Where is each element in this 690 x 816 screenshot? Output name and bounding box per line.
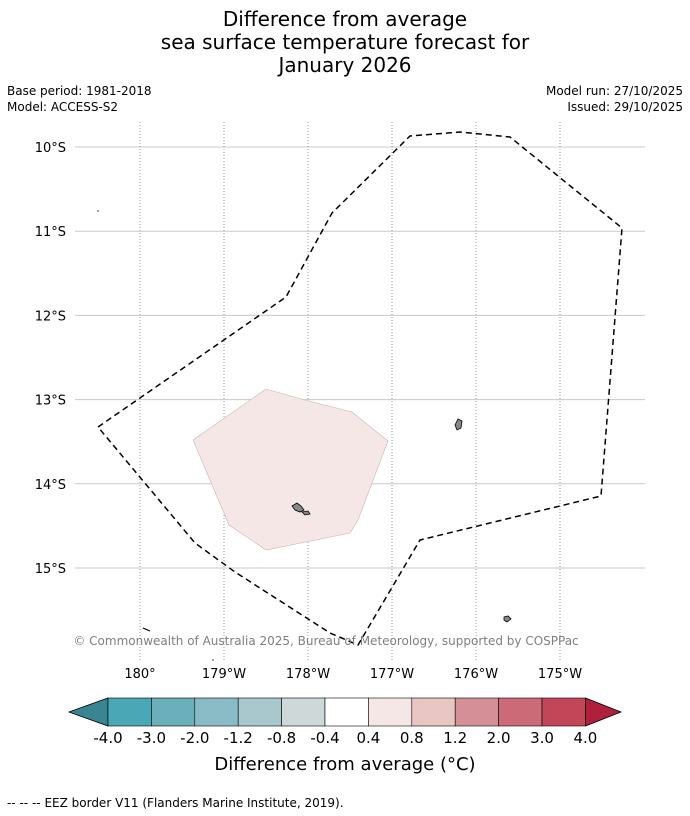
colorbar-tick-label: 3.0: [530, 729, 554, 747]
title-line-1: Difference from average: [222, 7, 468, 31]
island: [454, 418, 463, 431]
title-line-3: January 2026: [278, 53, 412, 77]
island: [503, 615, 512, 623]
colorbar-ticks: -4.0 -3.0 -2.0 -1.2 -0.8 -0.4 0.4 0.8 1.2 2.0 3.0 4…: [93, 729, 597, 747]
eez-legend-text: EEZ border V11 (Flanders Marine Institut…: [44, 796, 344, 810]
colorbar: [67, 697, 623, 727]
title-line-2: sea surface temperature forecast for: [160, 30, 530, 54]
eez-legend-symbol: -- -- --: [7, 796, 41, 810]
colorbar-tick-label: -0.8: [267, 729, 296, 747]
colorbar-segment: [411, 697, 456, 727]
colorbar-tick-label: 0.4: [356, 729, 380, 747]
lon-tick-label: 179°W: [202, 667, 246, 682]
colorbar-tick-label: -0.4: [310, 729, 339, 747]
colorbar-segment: [498, 697, 543, 727]
base-period: Base period: 1981-2018: [7, 84, 152, 98]
colorbar-tick-label: -1.2: [224, 729, 253, 747]
colorbar-tick-label: 2.0: [487, 729, 511, 747]
colorbar-segment: [454, 697, 499, 727]
islet: [142, 627, 151, 632]
colorbar-tick-label: 4.0: [573, 729, 597, 747]
lon-tick-label: 178°W: [286, 667, 330, 682]
lon-tick-label: 176°W: [454, 667, 498, 682]
lon-tick-label: 175°W: [538, 667, 582, 682]
lat-tick-label: 15°S: [35, 562, 66, 577]
islet: [97, 210, 99, 212]
meta-left: Base period: 1981-2018 Model: ACCESS-S2: [7, 83, 152, 115]
land-areas: [97, 210, 512, 661]
island: [301, 510, 311, 516]
lat-tick-label: 12°S: [35, 309, 66, 324]
colorbar-tick-label: -2.0: [180, 729, 209, 747]
colorbar-label: Difference from average (°C): [214, 754, 476, 775]
colorbar-segment: [237, 697, 282, 727]
colorbar-segment: [194, 697, 239, 727]
colorbar-tick-label: 1.2: [443, 729, 467, 747]
colorbar-segment: [541, 697, 586, 727]
model-run: Model run: 27/10/2025: [545, 84, 683, 98]
lat-tick-label: 14°S: [35, 478, 66, 493]
lat-tick-label: 11°S: [35, 225, 66, 240]
colorbar-under-arrow: [67, 697, 109, 727]
colorbar-segment: [368, 697, 413, 727]
colorbar-tick-label: 0.8: [400, 729, 424, 747]
model-name: Model: ACCESS-S2: [7, 100, 119, 114]
meta-right: Model run: 27/10/2025 Issued: 29/10/2025: [546, 83, 683, 115]
colorbar-segment: [107, 697, 152, 727]
copyright-text: © Commonwealth of Australia 2025, Bureau…: [73, 634, 578, 648]
lon-tick-label: 177°W: [370, 667, 414, 682]
chart-title: Difference from average sea surface temp…: [0, 8, 690, 77]
lat-tick-label: 13°S: [35, 394, 66, 409]
map-figure: © Commonwealth of Australia 2025, Bureau…: [35, 122, 645, 747]
colorbar-over-arrow: [585, 697, 623, 727]
colorbar-tick-label: -4.0: [93, 729, 122, 747]
footer-legend: -- -- -- EEZ border V11 (Flanders Marine…: [7, 796, 344, 810]
anomaly-region: [192, 388, 389, 551]
colorbar-segment: [281, 697, 326, 727]
longitude-labels: 180° 179°W 178°W 177°W 176°W 175°W: [124, 667, 582, 682]
gridlines: [75, 122, 645, 660]
island: [291, 502, 305, 513]
eez-border: [96, 131, 623, 646]
lon-tick-label: 180°: [124, 667, 155, 682]
colorbar-segment: [324, 697, 369, 727]
colorbar-segment: [151, 697, 196, 727]
colorbar-tick-label: -3.0: [137, 729, 166, 747]
issued-date: Issued: 29/10/2025: [567, 100, 683, 114]
lat-tick-label: 10°S: [35, 141, 66, 156]
islet: [212, 659, 214, 661]
latitude-labels: 10°S 11°S 12°S 13°S 14°S 15°S: [35, 141, 66, 577]
